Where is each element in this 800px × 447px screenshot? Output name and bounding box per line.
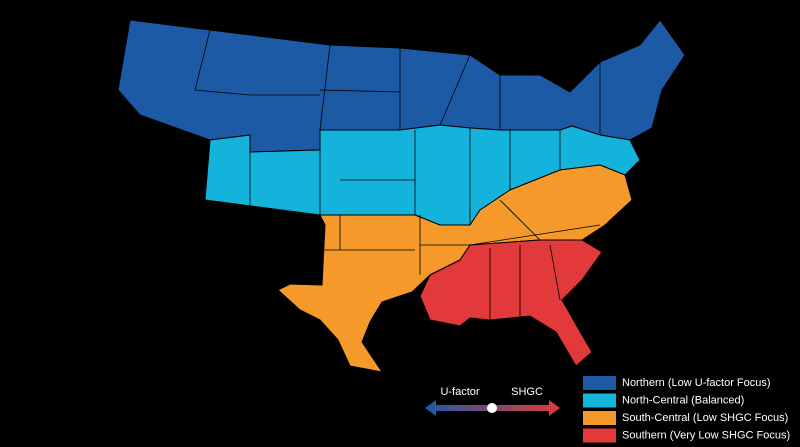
legend-label: Northern (Low U-factor Focus)	[622, 377, 771, 389]
legend-swatch	[583, 411, 616, 425]
map	[117, 19, 686, 373]
slider-knob[interactable]	[487, 403, 497, 413]
state-borders	[194, 29, 601, 320]
legend-swatch	[583, 428, 616, 443]
legend-label: South-Central (Low SHGC Focus)	[622, 412, 788, 424]
slider-left-label: U-factor	[440, 386, 479, 398]
legend-label: North-Central (Balanced)	[622, 394, 744, 406]
slider[interactable]: U-factor SHGC	[425, 386, 560, 416]
southern-region	[419, 239, 603, 367]
legend-swatch	[583, 393, 616, 408]
legend-label: Southern (Very Low SHGC Focus)	[622, 429, 790, 441]
legend: Northern (Low U-factor Focus) North-Centr…	[583, 376, 790, 443]
slider-right-label: SHGC	[511, 386, 543, 398]
legend-swatch	[583, 376, 616, 390]
